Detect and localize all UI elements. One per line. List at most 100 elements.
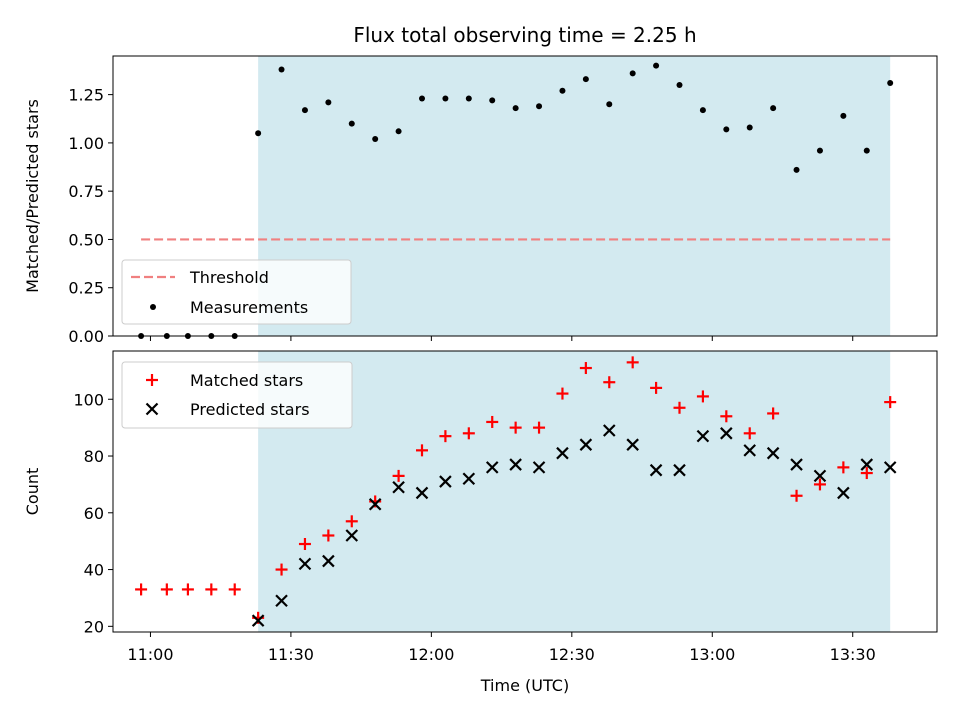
x-stroke-b	[837, 486, 850, 500]
matched-star-point	[322, 529, 335, 542]
y-tick-label: 40	[84, 561, 104, 580]
measurement-point	[512, 105, 519, 112]
predicted-star-point	[673, 463, 686, 477]
x-stroke-b	[556, 446, 569, 460]
matched-star-point	[626, 356, 639, 369]
legend-frame	[121, 259, 352, 325]
matched-star-point	[416, 444, 428, 457]
x-stroke-b	[720, 427, 733, 440]
matched-star-point	[275, 563, 288, 576]
x-tick-label: 13:30	[830, 645, 876, 664]
x-stroke-b	[275, 594, 288, 608]
predicted-star-point	[883, 461, 897, 474]
measurement-point	[372, 136, 379, 143]
matched-star-point	[790, 489, 803, 502]
predicted-star-point	[696, 429, 710, 443]
matched-star-point	[860, 467, 873, 480]
predicted-star-point	[275, 594, 288, 608]
matched-star-point	[579, 362, 592, 375]
x-stroke-b	[602, 424, 616, 437]
matched-star-point	[696, 390, 709, 403]
x-stroke-b	[673, 463, 686, 477]
x-tick-label: 13:00	[689, 645, 735, 664]
x-stroke-b	[509, 458, 522, 471]
predicted-star-point	[579, 438, 593, 451]
x-tick-label: 12:00	[408, 645, 454, 664]
predicted-star-point	[439, 475, 452, 488]
predicted-star-point	[368, 497, 382, 511]
predicted-star-point	[837, 486, 850, 500]
matched-star-point	[837, 461, 850, 474]
measurement-point	[536, 103, 543, 110]
predicted-star-point	[251, 614, 265, 627]
y-tick-label: 20	[84, 617, 104, 636]
legend-measurements-label: Measurements	[190, 298, 308, 317]
measurement-point	[419, 95, 425, 102]
measurement-point	[629, 70, 636, 77]
legend-threshold-label: Threshold	[189, 268, 269, 287]
predicted-star-point	[626, 438, 639, 451]
x-stroke-b	[322, 554, 335, 568]
predicted-star-point	[556, 446, 569, 460]
measurement-point	[442, 95, 449, 102]
y-tick-label: 0.75	[68, 182, 104, 201]
measurement-point	[770, 105, 777, 112]
predicted-star-point	[743, 444, 757, 457]
measurement-point	[348, 120, 355, 127]
measurement-point	[465, 95, 472, 102]
matched-star-point	[673, 401, 686, 414]
legend-matched-label: Matched stars	[190, 371, 303, 390]
matched-star-point	[486, 415, 499, 428]
y-tick-label: 0.00	[68, 327, 104, 346]
matched-star-point	[345, 515, 358, 528]
y-tick-label: 60	[84, 504, 104, 523]
measurement-point	[653, 62, 660, 69]
x-stroke-b	[368, 497, 382, 511]
legend-measurements-swatch	[150, 304, 156, 310]
observing-window-shade	[258, 351, 891, 632]
measurement-point	[606, 101, 613, 108]
measurement-point	[723, 126, 730, 133]
measurement-point	[840, 112, 847, 119]
predicted-star-point	[766, 446, 780, 460]
predicted-star-point	[532, 461, 546, 474]
x-stroke-b	[649, 463, 663, 477]
y-tick-label: 100	[73, 390, 104, 409]
x-stroke-b	[462, 472, 476, 486]
legend-bottom: Matched stars Predicted stars	[121, 361, 353, 429]
matched-star-point	[767, 407, 780, 420]
matched-star-point	[533, 421, 546, 434]
y-axis-label: Matched/Predicted stars	[23, 99, 42, 293]
x-stroke-b	[696, 429, 710, 443]
measurement-point	[816, 147, 823, 154]
x-stroke-b	[790, 458, 803, 471]
x-stroke-b	[415, 486, 429, 500]
x-stroke-b	[298, 557, 312, 571]
legend-frame	[121, 361, 353, 429]
predicted-star-point	[649, 463, 663, 477]
x-stroke-b	[345, 529, 359, 542]
plot-frame	[112, 55, 938, 337]
predicted-star-point	[790, 458, 803, 471]
predicted-star-point	[462, 472, 476, 486]
matched-star-point	[298, 538, 311, 551]
x-stroke-b	[392, 480, 405, 494]
measurement-point	[582, 76, 589, 83]
measurement-point	[278, 66, 285, 73]
legend-predicted-swatch-b	[145, 402, 159, 416]
measurement-point	[325, 99, 332, 106]
plot-frame	[112, 350, 938, 633]
matched-star-point	[462, 427, 475, 440]
measurement-point	[793, 166, 800, 173]
x-stroke-b	[251, 614, 265, 627]
matched-star-point	[720, 410, 733, 423]
x-stroke-b	[485, 461, 499, 474]
predicted-star-point	[720, 427, 733, 440]
bottom-panel-counts: 20 40 60 80 100 11:00 11:30 12:00 12:30 13:00 13:3…	[23, 350, 938, 695]
x-stroke-b	[766, 446, 780, 460]
matched-star-point	[743, 427, 756, 440]
y-tick-label: 1.25	[68, 86, 104, 105]
measurement-point	[301, 107, 308, 114]
y-tick-label: 1.00	[68, 134, 104, 153]
observing-window-shade	[258, 56, 891, 336]
